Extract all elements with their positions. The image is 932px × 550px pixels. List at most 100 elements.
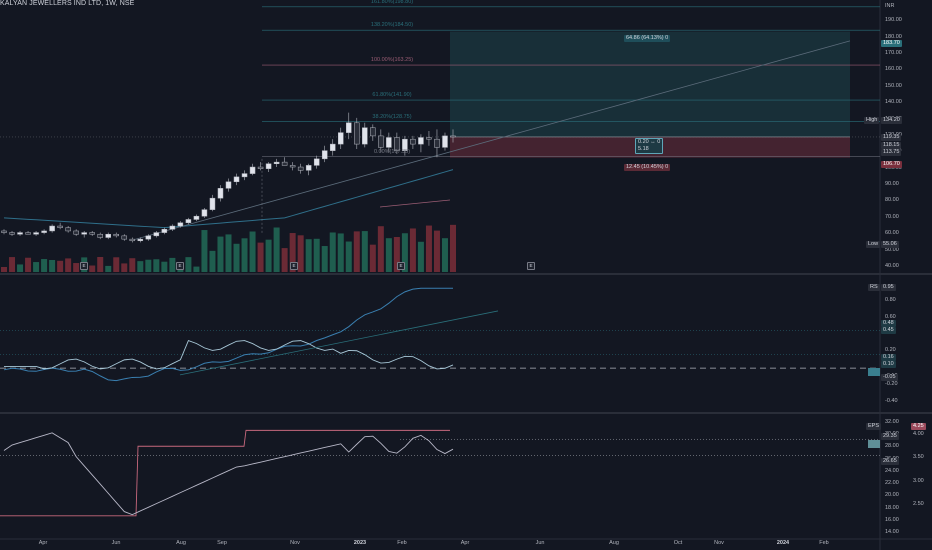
symbol-title: KALYAN JEWELLERS IND LTD, 1W, NSE — [0, 0, 135, 7]
volume-bar — [65, 258, 72, 272]
date-axis-label: Aug — [176, 540, 186, 546]
volume-bar — [169, 257, 176, 272]
rs-scale-label: 0.20 — [885, 347, 896, 354]
candle-body — [121, 235, 128, 240]
volume-bar — [450, 224, 456, 272]
earnings-flag[interactable]: E — [527, 262, 535, 270]
candle-body — [177, 222, 184, 227]
eps-scale-label: 18.00 — [885, 504, 899, 511]
low-label: Low — [866, 241, 881, 248]
earnings-flag[interactable]: E — [397, 262, 405, 270]
eps-scale-right-label: 2.50 — [913, 500, 924, 507]
volume-bar — [289, 233, 296, 272]
rs-trendline — [179, 310, 499, 376]
candle-body — [305, 165, 312, 171]
earnings-flag[interactable]: E — [80, 262, 88, 270]
rs-marker-box — [868, 368, 880, 376]
eps-scale-label: 24.00 — [885, 467, 899, 474]
price-scale-label: 160.00 — [885, 66, 902, 73]
volume-bar — [137, 261, 144, 272]
current-price-tag-c: 113.75 — [881, 149, 902, 156]
candle-body — [426, 137, 432, 140]
candle-body — [362, 127, 368, 145]
candle-body — [201, 209, 208, 217]
stop-price-tag: 106.70 — [881, 161, 902, 168]
candle-body — [113, 233, 119, 237]
volume-bar — [273, 227, 280, 272]
price-scale-label: 150.00 — [885, 82, 902, 89]
candle-body — [434, 138, 440, 148]
candle-body — [402, 138, 408, 151]
volume-bar — [113, 257, 120, 272]
rs-value-tag: 0.95 — [881, 284, 896, 291]
candle-body — [169, 225, 176, 230]
candle-body — [97, 233, 103, 238]
candle-body — [354, 122, 360, 145]
volume-bar — [17, 264, 24, 272]
date-axis-label: Apr — [460, 540, 470, 546]
fib-level-label: 61.80%(141.90) — [372, 92, 412, 98]
volume-bar — [153, 259, 160, 272]
date-axis-label: Jun — [535, 540, 545, 546]
volume-bar — [313, 238, 320, 272]
high-label: High — [864, 117, 880, 124]
date-axis-label: 2023 — [353, 540, 367, 546]
candle-body — [394, 137, 400, 151]
candle-body — [289, 165, 296, 168]
earnings-flag[interactable]: E — [290, 262, 298, 270]
volume-bar — [281, 248, 288, 272]
price-scale-label: 140.00 — [885, 99, 902, 106]
price-scale-label: 40.00 — [885, 263, 899, 269]
price-scale-label: 90.00 — [885, 181, 899, 188]
eps-value-tag: 4.25 — [911, 423, 926, 430]
volume-bar — [225, 234, 232, 272]
trendline — [129, 40, 851, 242]
rs-line — [3, 287, 453, 382]
volume-bar — [321, 246, 328, 272]
candle-body — [1, 230, 7, 233]
volume-bar — [297, 235, 304, 272]
volume-bar — [353, 231, 360, 272]
fib-level-label: 161.80%(198.80) — [370, 0, 414, 5]
volume-bar — [33, 262, 40, 272]
volume-bar — [73, 263, 80, 272]
ma-long-line — [3, 169, 454, 229]
candle-body — [338, 132, 344, 145]
eps-scale-label: 28.00 — [885, 443, 899, 450]
fib-level-label: 138.20%(184.50) — [370, 22, 414, 29]
candle-body — [49, 225, 55, 232]
current-price-tag-a: 119.35 — [881, 134, 902, 141]
earnings-flag[interactable]: E — [176, 262, 184, 270]
rs-comparison-line — [4, 339, 454, 370]
candle-body — [137, 238, 144, 242]
candle-body — [161, 229, 168, 233]
high-price-tag: 134.20 — [881, 117, 902, 124]
price-scale-label: 170.00 — [885, 49, 902, 56]
candle-body — [442, 135, 448, 148]
volume-bar — [337, 233, 344, 272]
price-scale-label: 50.00 — [885, 246, 899, 253]
candle-body — [241, 173, 248, 178]
candle-body — [57, 225, 63, 228]
volume-bar — [185, 257, 192, 272]
candle-body — [209, 197, 216, 210]
candle-body — [313, 158, 320, 166]
date-axis-label: Apr — [38, 540, 48, 546]
rs-tag-b: 0.45 — [881, 327, 896, 334]
volume-bar — [49, 260, 56, 272]
candle-body — [33, 232, 39, 235]
candle-body — [185, 219, 192, 224]
candle-body — [105, 233, 111, 238]
volume-bar — [145, 259, 152, 272]
eps-marker-box — [868, 440, 880, 448]
volume-bar — [369, 244, 376, 272]
eps-tag-a: 29.35 — [881, 433, 899, 440]
volume-bar — [201, 230, 208, 272]
volume-bar — [209, 250, 216, 272]
volume-bar — [217, 236, 224, 272]
candle-body — [41, 230, 47, 233]
volume-bar — [105, 265, 112, 272]
eps-line — [3, 432, 454, 516]
date-axis-label: Nov — [714, 540, 724, 546]
